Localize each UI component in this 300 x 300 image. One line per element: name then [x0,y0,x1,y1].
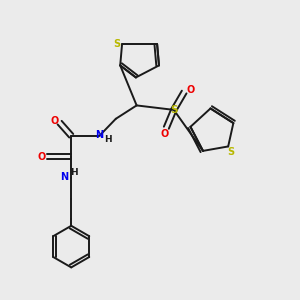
Text: N: N [60,172,68,182]
Text: O: O [161,129,169,139]
Text: S: S [227,147,234,157]
Text: O: O [38,152,46,161]
Text: H: H [70,168,77,177]
Text: N: N [95,130,103,140]
Text: S: S [113,39,120,49]
Text: H: H [104,135,111,144]
Text: O: O [50,116,58,126]
Text: O: O [187,85,195,95]
Text: S: S [170,105,178,115]
